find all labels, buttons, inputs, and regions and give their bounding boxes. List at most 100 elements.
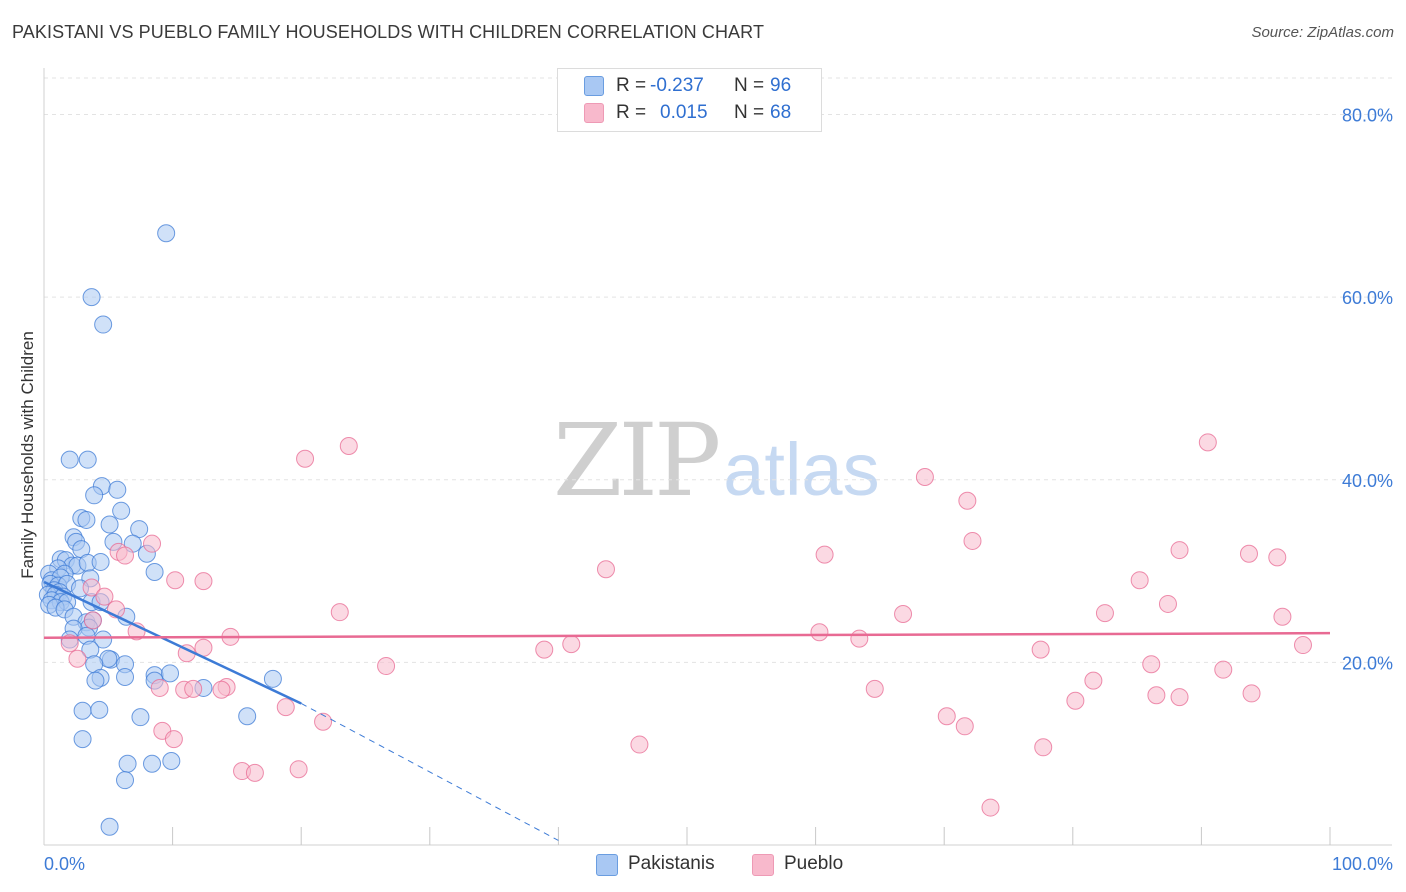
- point-pueblo: [596, 560, 615, 579]
- point-pakistanis: [116, 771, 135, 790]
- point-pakistanis: [131, 708, 150, 727]
- point-pakistanis: [116, 667, 135, 686]
- point-pueblo: [60, 634, 79, 653]
- point-pakistanis: [73, 701, 92, 720]
- point-pueblo: [815, 545, 834, 564]
- point-pakistanis: [91, 552, 110, 571]
- point-pakistanis: [85, 486, 104, 505]
- point-pakistanis: [78, 450, 97, 469]
- point-pueblo: [1214, 660, 1233, 679]
- point-pakistanis: [86, 671, 105, 690]
- point-pueblo: [915, 468, 934, 487]
- legend-label: Pakistanis: [628, 853, 715, 874]
- point-pakistanis: [60, 450, 79, 469]
- stats-swatch-pueblo: [584, 103, 604, 123]
- point-pueblo: [95, 587, 114, 606]
- point-pueblo: [194, 572, 213, 591]
- point-pueblo: [850, 629, 869, 648]
- stats-row-pakistanis: R = -0.237 N = 96: [558, 73, 821, 99]
- point-pakistanis: [157, 224, 176, 243]
- point-pakistanis: [94, 315, 113, 334]
- source-credit: Source: ZipAtlas.com: [1251, 24, 1394, 41]
- point-pueblo: [276, 698, 295, 717]
- point-pueblo: [1198, 433, 1217, 452]
- point-pueblo: [68, 649, 87, 668]
- y-tick-label: 40.0%: [1342, 471, 1393, 491]
- point-pueblo: [1142, 655, 1161, 674]
- point-pakistanis: [90, 700, 109, 719]
- point-pueblo: [1034, 738, 1053, 757]
- stats-n-label: N =: [734, 102, 765, 123]
- point-pakistanis: [143, 754, 162, 773]
- stats-r-label: R =: [616, 102, 647, 123]
- trendline-pueblo: [43, 631, 1331, 639]
- point-pueblo: [377, 657, 396, 676]
- point-pakistanis: [112, 501, 131, 520]
- point-pueblo: [1031, 640, 1050, 659]
- trendline-pakistanis: [43, 580, 302, 705]
- point-pueblo: [339, 436, 358, 455]
- point-pakistanis: [162, 751, 181, 770]
- watermark-zip: ZIP: [553, 402, 721, 519]
- point-pueblo: [166, 571, 185, 590]
- point-pueblo: [1293, 636, 1312, 655]
- point-pakistanis: [73, 730, 92, 749]
- point-pakistanis: [238, 707, 257, 726]
- point-pueblo: [1095, 604, 1114, 623]
- point-pueblo: [963, 531, 982, 550]
- legend-swatch-pakistanis: [596, 854, 618, 876]
- point-pueblo: [810, 623, 829, 642]
- point-pakistanis: [161, 664, 180, 683]
- point-pueblo: [82, 578, 101, 597]
- point-pakistanis: [100, 515, 119, 534]
- point-pueblo: [314, 712, 333, 731]
- point-pueblo: [289, 760, 308, 779]
- point-pueblo: [1242, 684, 1261, 703]
- watermark-atlas: atlas: [723, 428, 880, 511]
- point-pueblo: [83, 611, 102, 630]
- x-tick-label: 0.0%: [44, 854, 85, 874]
- point-pueblo: [330, 603, 349, 622]
- stats-row-pueblo: R = 0.015 N = 68: [558, 100, 821, 126]
- point-pueblo: [1084, 671, 1103, 690]
- point-pueblo: [1170, 541, 1189, 560]
- point-pueblo: [1130, 571, 1149, 590]
- y-tick-label: 60.0%: [1342, 288, 1393, 308]
- point-pueblo: [894, 604, 913, 623]
- point-pakistanis: [82, 288, 101, 307]
- y-tick-label: 20.0%: [1342, 653, 1393, 673]
- point-pakistanis: [108, 480, 127, 499]
- point-pueblo: [1066, 691, 1085, 710]
- point-pueblo: [1147, 686, 1166, 705]
- point-pueblo: [865, 679, 884, 698]
- point-pakistanis: [77, 510, 96, 529]
- y-tick-label: 80.0%: [1342, 106, 1393, 126]
- point-pueblo: [937, 707, 956, 726]
- chart-title: PAKISTANI VS PUEBLO FAMILY HOUSEHOLDS WI…: [12, 22, 765, 42]
- point-pueblo: [981, 798, 1000, 817]
- legend-label: Pueblo: [784, 853, 844, 874]
- point-pueblo: [1170, 688, 1189, 707]
- point-pakistanis: [94, 630, 113, 649]
- point-pueblo: [955, 717, 974, 736]
- stats-n-value: 96: [770, 75, 792, 96]
- point-pueblo: [150, 678, 169, 697]
- point-pueblo: [1273, 607, 1292, 626]
- point-pakistanis: [145, 562, 164, 581]
- stats-swatch-pakistanis: [584, 76, 604, 96]
- point-pueblo: [630, 735, 649, 754]
- point-pueblo: [296, 449, 315, 468]
- point-pueblo: [143, 534, 162, 553]
- point-pueblo: [958, 491, 977, 510]
- legend-swatch-pueblo: [752, 854, 774, 876]
- watermark: ZIPatlas: [553, 402, 880, 519]
- point-pueblo: [1239, 544, 1258, 563]
- point-pakistanis: [263, 669, 282, 688]
- point-pueblo: [184, 679, 203, 698]
- point-pueblo: [535, 640, 554, 659]
- point-pueblo: [116, 546, 135, 565]
- stats-n-value: 68: [770, 102, 792, 123]
- point-pueblo: [164, 730, 183, 749]
- point-pueblo: [212, 680, 231, 699]
